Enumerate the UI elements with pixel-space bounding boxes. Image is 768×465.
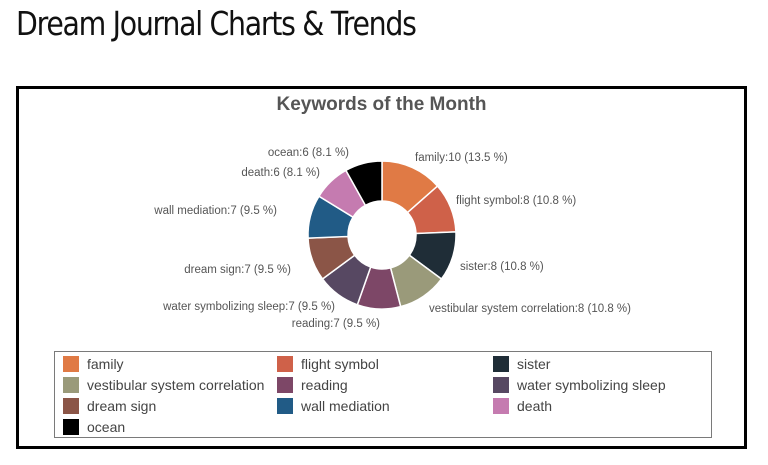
chart-title: Keywords of the Month [276, 94, 487, 115]
legend-label: water symbolizing sleep [517, 377, 666, 393]
legend-item-family: family [63, 354, 124, 374]
slice-label-ocean: ocean:6 (8.1 %) [268, 147, 349, 159]
legend-item-flight-symbol: flight symbol [277, 354, 379, 374]
legend-swatch [493, 398, 509, 414]
donut-chart: family:10 (13.5 %) flight symbol:8 (10.8 … [153, 147, 631, 330]
donut-slice-ocean [344, 160, 383, 207]
slice-label-death: death:6 (8.1 %) [241, 167, 320, 179]
legend-label: sister [517, 356, 551, 372]
legend-label: wall mediation [301, 398, 390, 414]
legend-item-wall-mediation: wall mediation [277, 396, 390, 416]
legend-item-death: death [493, 396, 552, 416]
legend-item-reading: reading [277, 375, 348, 395]
legend-label: ocean [87, 419, 126, 435]
legend-swatch [277, 398, 293, 414]
legend-swatch [63, 377, 79, 393]
slice-label-vestibular-system-correlation: vestibular system correlation:8 (10.8 %) [429, 303, 631, 315]
slice-label-family: family:10 (13.5 %) [415, 152, 508, 164]
slice-label-dream-sign: dream sign:7 (9.5 %) [184, 264, 291, 276]
legend-item-dream-sign: dream sign [63, 396, 156, 416]
slice-label-wall-mediation: wall mediation:7 (9.5 %) [153, 205, 277, 217]
slice-label-water-symbolizing-sleep: water symbolizing sleep:7 (9.5 %) [162, 301, 335, 313]
page-title: Dream Journal Charts & Trends [16, 4, 417, 43]
chart-frame: Keywords of the Month family:10 (13.5 %)… [16, 86, 747, 449]
legend-label: dream sign [87, 398, 157, 414]
slice-label-sister: sister:8 (10.8 %) [460, 261, 544, 273]
legend-swatch [63, 398, 79, 414]
legend-swatch [63, 419, 79, 435]
legend-item-water-symbolizing-sleep: water symbolizing sleep [493, 375, 666, 395]
legend-swatch [277, 356, 293, 372]
slice-label-reading: reading:7 (9.5 %) [292, 318, 380, 330]
legend-label: death [517, 398, 553, 414]
legend-swatch [493, 377, 509, 393]
legend-swatch [493, 356, 509, 372]
legend-label: vestibular system correlation [87, 377, 265, 393]
legend-item-sister: sister [493, 354, 550, 374]
legend-label: family [87, 356, 124, 372]
legend-swatch [63, 356, 79, 372]
legend-item-ocean: ocean [63, 417, 125, 437]
slice-label-flight-symbol: flight symbol:8 (10.8 %) [456, 195, 576, 207]
legend-swatch [277, 377, 293, 393]
legend-label: flight symbol [301, 356, 379, 372]
chart-legend: family flight symbol sister vestibular syst… [54, 351, 712, 438]
legend-label: reading [301, 377, 348, 393]
legend-item-vestibular-system-correlation: vestibular system correlation [63, 375, 264, 395]
